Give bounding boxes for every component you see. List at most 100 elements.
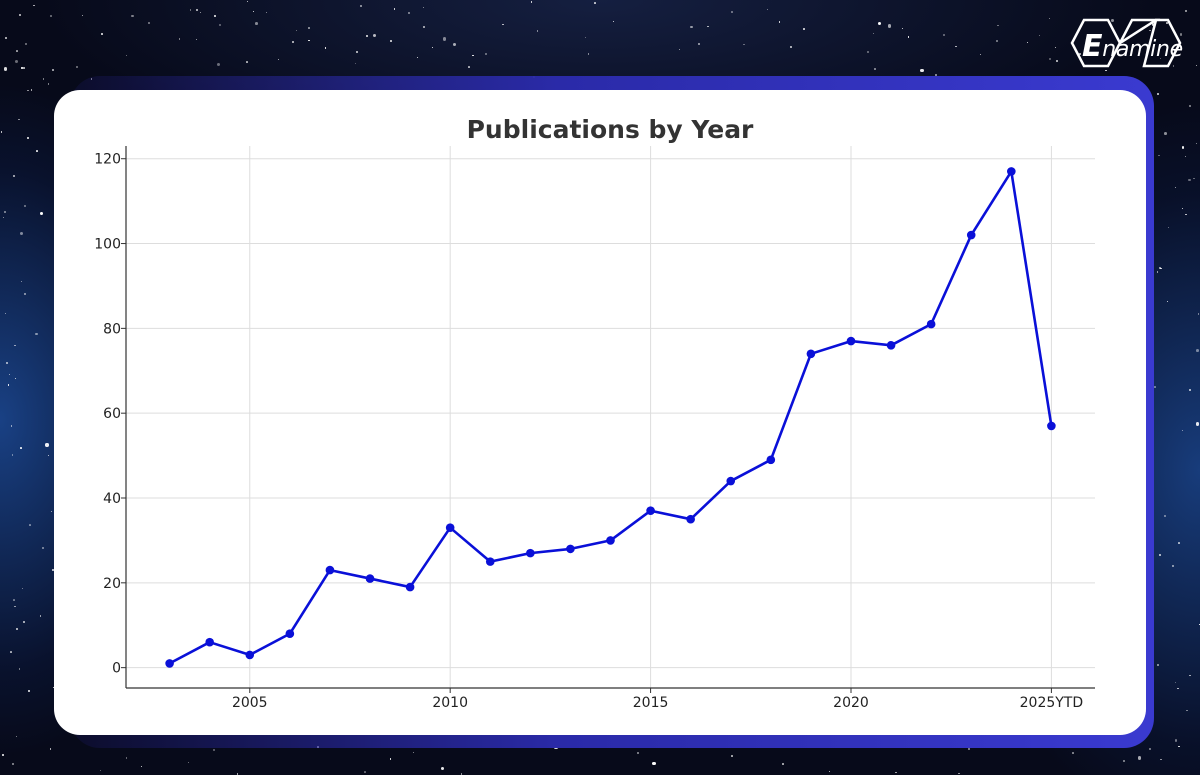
star — [29, 524, 32, 527]
star — [1188, 105, 1191, 108]
star — [1038, 34, 1040, 36]
star — [472, 54, 474, 57]
star — [2, 754, 5, 757]
star — [360, 5, 363, 8]
star — [4, 36, 7, 39]
star — [460, 773, 463, 775]
star — [1048, 17, 1050, 20]
star — [637, 752, 639, 754]
star — [613, 20, 615, 23]
star — [766, 9, 768, 11]
star — [730, 11, 733, 13]
star — [919, 68, 924, 73]
star — [1105, 69, 1107, 72]
tick-labels: 0 20 40 60 80 100 120 2005 2010 2015 2020 2025YTD — [94, 152, 1083, 711]
star — [28, 690, 30, 692]
star — [47, 83, 50, 85]
star — [125, 757, 128, 759]
star — [1184, 156, 1186, 158]
star — [1158, 155, 1160, 157]
star — [356, 51, 359, 54]
star — [829, 771, 831, 773]
star — [1137, 756, 1141, 760]
data-point-2017 — [726, 476, 736, 486]
star — [236, 773, 239, 775]
star — [979, 53, 982, 55]
star — [778, 20, 781, 23]
star — [1158, 266, 1161, 269]
star — [148, 22, 151, 24]
star — [8, 384, 10, 386]
data-point-2004 — [205, 637, 214, 647]
star — [199, 11, 201, 14]
star — [5, 362, 8, 365]
star — [12, 175, 15, 178]
star — [49, 748, 52, 750]
star — [968, 747, 971, 750]
star — [1197, 312, 1200, 315]
star — [997, 24, 1000, 27]
star — [1056, 59, 1059, 62]
star — [10, 425, 13, 427]
star — [278, 58, 280, 60]
star — [530, 1, 533, 3]
star — [26, 136, 29, 139]
star — [50, 14, 52, 17]
star — [958, 772, 960, 775]
star — [213, 15, 216, 18]
star — [35, 332, 38, 336]
star — [652, 761, 656, 765]
star — [468, 66, 470, 68]
star — [27, 89, 29, 92]
data-point-2019 — [806, 349, 816, 359]
star — [22, 621, 25, 624]
star — [484, 52, 488, 56]
star — [1189, 389, 1192, 392]
star — [1160, 267, 1163, 270]
star — [295, 29, 298, 32]
star — [1163, 514, 1167, 517]
star — [13, 344, 16, 347]
y-tick-label: 0 — [112, 661, 121, 677]
chart-title: Publications by Year — [467, 115, 754, 144]
enamine-logo-icon — [1070, 18, 1182, 68]
star — [1156, 663, 1159, 666]
star — [33, 4, 35, 7]
star — [16, 736, 18, 738]
star — [196, 9, 199, 12]
star — [1122, 760, 1125, 763]
star — [872, 32, 874, 35]
star — [707, 26, 709, 28]
star — [1189, 674, 1191, 677]
star — [1185, 214, 1187, 216]
star — [1174, 186, 1177, 189]
star — [1165, 22, 1168, 24]
star — [1160, 758, 1162, 761]
star — [213, 748, 216, 751]
star — [1196, 143, 1198, 145]
star — [1181, 207, 1184, 209]
data-point-2020 — [846, 336, 856, 346]
star — [252, 10, 255, 13]
star — [866, 50, 869, 53]
star — [1188, 179, 1191, 182]
data-point-2005 — [245, 650, 255, 660]
star — [42, 78, 44, 80]
x-tick-label: 2005 — [232, 695, 268, 711]
star — [877, 22, 882, 26]
star — [502, 23, 504, 26]
star — [30, 89, 33, 92]
x-tick-label: 2020 — [833, 695, 869, 711]
axes — [121, 146, 1095, 693]
star — [45, 443, 49, 447]
star — [1181, 145, 1185, 149]
star — [246, 61, 249, 64]
data-point-2007 — [325, 565, 335, 575]
star — [1072, 751, 1074, 754]
star — [10, 650, 12, 653]
star — [943, 34, 946, 37]
star — [895, 772, 897, 774]
star — [291, 40, 294, 44]
data-point-2008 — [365, 574, 375, 583]
